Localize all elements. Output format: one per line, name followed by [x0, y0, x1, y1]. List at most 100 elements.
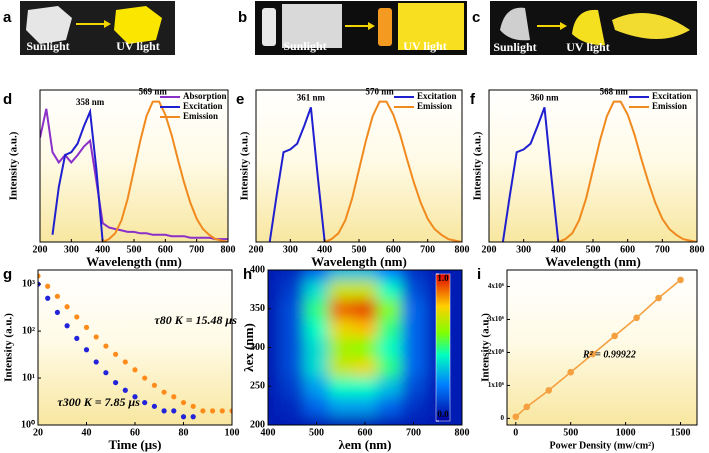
y-tick-label: 400 [250, 264, 265, 275]
x-tick-label: 800 [455, 427, 470, 438]
x-axis-title: Wavelength (nm) [311, 254, 407, 269]
x-tick-label: 700 [420, 244, 435, 255]
heat-cell [280, 337, 305, 358]
legend-label: Emission [652, 101, 687, 111]
legend-label: Emission [183, 111, 218, 121]
y-axis-title: Intensity (a.u.) [8, 131, 20, 200]
x-tick-label: 500 [309, 427, 324, 438]
heat-cell [304, 337, 330, 358]
marker [589, 350, 596, 358]
marker [512, 413, 520, 421]
marker [633, 314, 640, 322]
heat-cell [352, 337, 378, 358]
series-line [557, 100, 697, 242]
frame [506, 269, 698, 426]
heat-cell [268, 395, 281, 416]
heat-cell [280, 270, 305, 281]
heat-cell [268, 318, 281, 339]
panel: 360 nm 568 nm 200 300 400 500 600 700 800 Wavelen… [470, 87, 705, 269]
heat-cell [352, 395, 378, 416]
series-line [40, 108, 228, 241]
x-tick-label: 800 [455, 244, 470, 255]
panel: 0 500 1000 1500 0 1x10⁶ 2x10⁶ 3x10⁶ 4x10⁶ Power D… [477, 266, 698, 451]
point [161, 389, 167, 395]
point [151, 382, 157, 388]
x-tick-label: 500 [563, 427, 578, 438]
heat-cell [304, 415, 330, 425]
point [103, 343, 109, 349]
marker [677, 276, 684, 284]
panel-letter: b [238, 9, 247, 26]
x-tick-label: 700 [655, 244, 670, 255]
heat-cell [280, 299, 305, 319]
heat-cell [280, 395, 305, 416]
photo-a: a Sunlight UV light [3, 1, 175, 55]
x-tick-label: 0 [513, 427, 518, 438]
peak-label: 358 nm [76, 97, 105, 107]
y-tick-label: 10¹ [22, 372, 35, 383]
heat-cell [304, 279, 330, 300]
heat-cell [352, 376, 378, 397]
x-axis-title: Wavelength (nm) [86, 254, 182, 269]
heat-cell [377, 318, 402, 339]
caption: Sunlight [26, 39, 69, 53]
point [132, 367, 138, 373]
point [180, 399, 187, 406]
point [83, 324, 90, 330]
panel: 358 nm 569 nm 200 300 400 500 600 700 800 Wavelen… [3, 87, 236, 269]
plot-area [268, 270, 462, 425]
marker [545, 387, 553, 394]
peak-label: 568 nm [600, 87, 629, 97]
point [74, 335, 80, 341]
heat-cell [449, 357, 462, 378]
heat-cell [280, 318, 305, 339]
point [54, 293, 61, 299]
heat-cell [280, 415, 305, 425]
point [93, 359, 99, 365]
x-tick-label: 600 [620, 244, 635, 255]
series-line [51, 107, 104, 242]
marker [523, 403, 531, 411]
heat-cell [449, 318, 462, 339]
peak-label: 360 nm [530, 92, 559, 102]
x-tick-label: 300 [516, 244, 531, 255]
x-axis-title: Wavelength (nm) [545, 254, 641, 269]
panel-letter: h [243, 266, 252, 283]
heat-cell [352, 279, 378, 300]
point [132, 394, 138, 400]
caption: UV light [116, 39, 159, 53]
heat-cell [377, 279, 402, 300]
marker [567, 368, 574, 376]
panel: 20 40 60 80 100 10⁰ 10¹ 10² 10³ Time (μs) Intensit… [3, 266, 240, 452]
heat-cell [328, 337, 354, 358]
annotation: τ80 K = 15.48 μs [154, 313, 237, 327]
series-line [102, 100, 228, 242]
heat-cell [268, 376, 281, 397]
heat-cell [268, 415, 281, 425]
heat-cell [304, 376, 330, 397]
x-axis-title: λem (nm) [339, 437, 392, 452]
point [93, 334, 99, 340]
point [113, 351, 119, 357]
x-tick-label: 500 [586, 244, 601, 255]
y-tick-label: 3x10⁶ [488, 315, 504, 323]
point [190, 403, 196, 409]
heat-cell [304, 270, 330, 281]
plot-area [38, 270, 232, 425]
x-tick-label: 20 [33, 427, 43, 438]
point [45, 295, 51, 301]
x-tick-label: 400 [95, 244, 110, 255]
panel-letter: d [3, 91, 12, 108]
heat-cell [268, 279, 281, 300]
heat-cell [268, 270, 281, 281]
x-tick-label: 1000 [616, 427, 636, 438]
heat-cell [449, 279, 462, 300]
x-tick-label: 500 [352, 244, 367, 255]
x-tick-label: 300 [64, 244, 79, 255]
point [113, 379, 119, 386]
x-tick-label: 800 [690, 244, 705, 255]
x-axis-title: Power Density (mw/cm²) [549, 440, 654, 451]
point [74, 314, 80, 320]
series-line [324, 100, 462, 242]
y-tick-label: 10² [22, 325, 35, 336]
